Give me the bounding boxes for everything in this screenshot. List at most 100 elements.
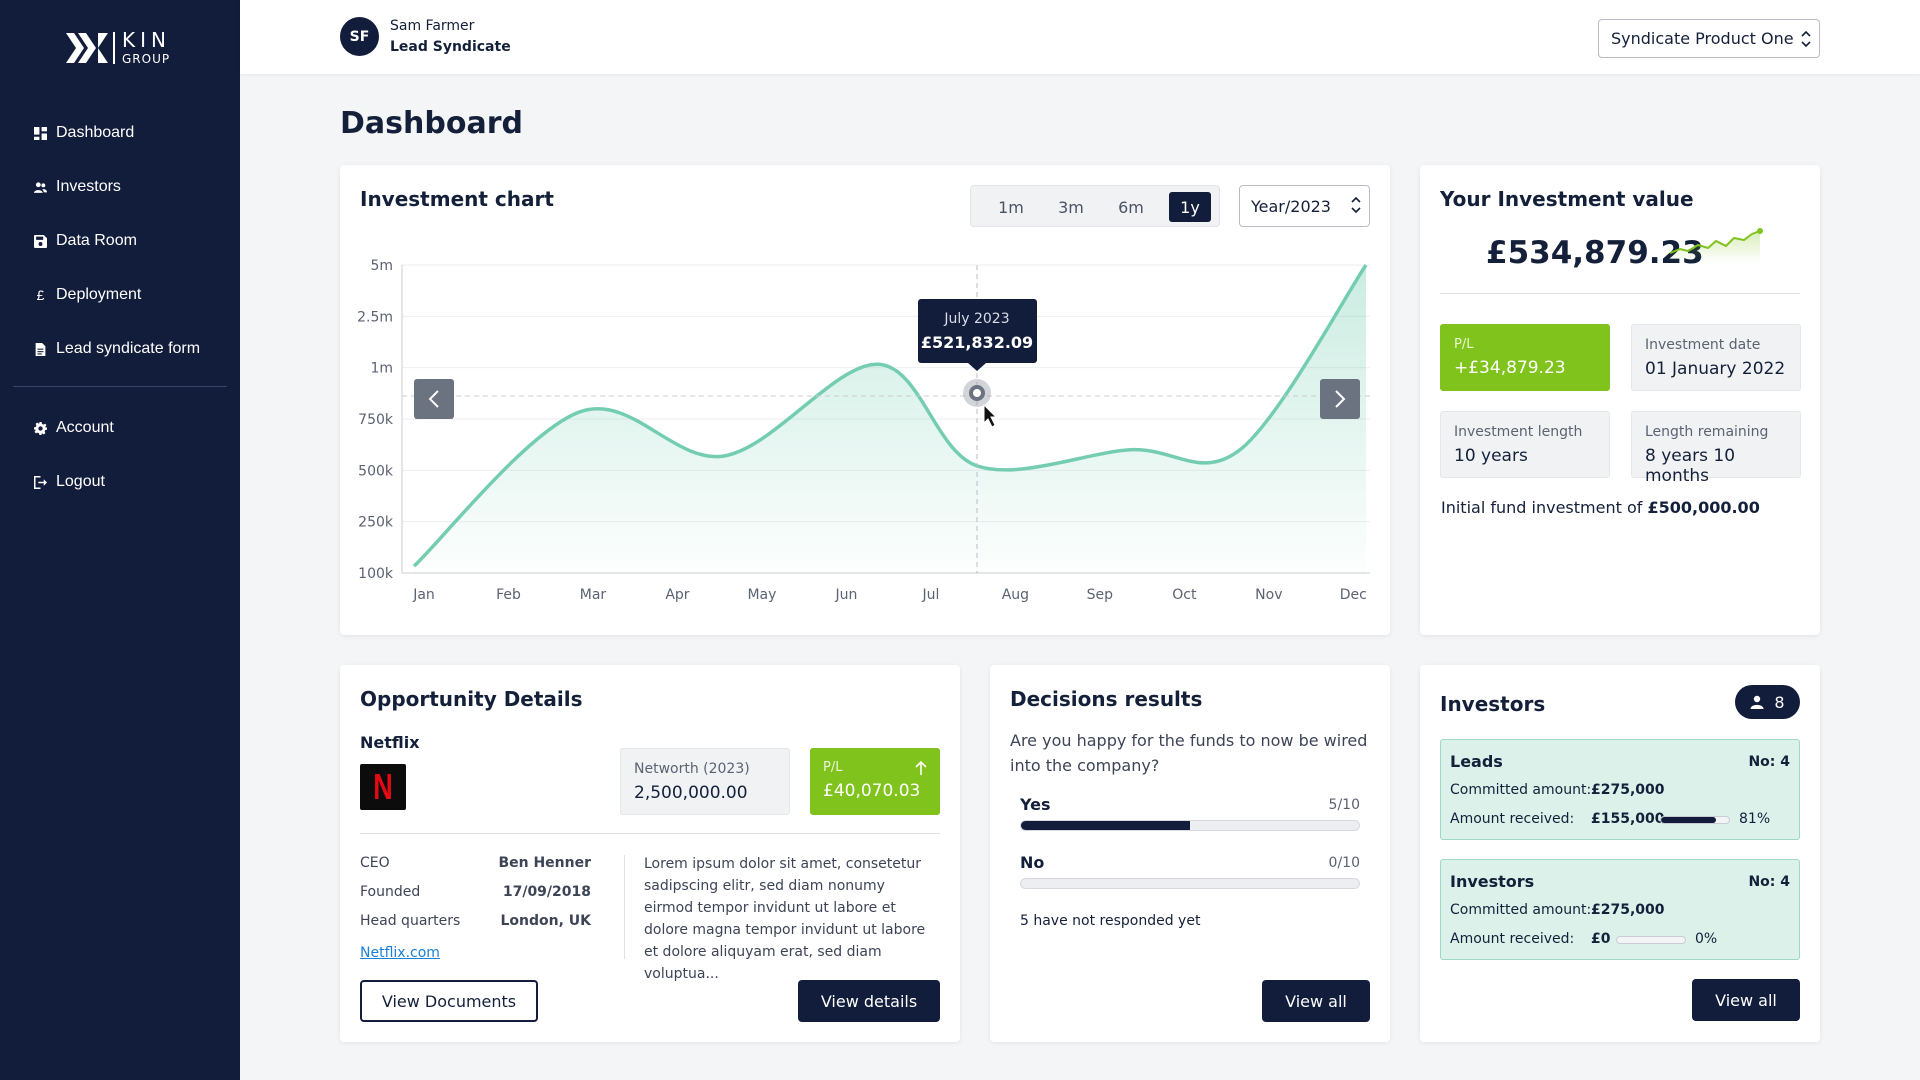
decision-question: Are you happy for the funds to now be wi… (1010, 731, 1368, 775)
vote-no-count: 0/10 (1328, 855, 1360, 871)
committed-amount: £275,000 (1591, 782, 1665, 798)
highlight-point[interactable] (963, 379, 991, 407)
sidebar-item-label: Account (56, 419, 114, 436)
sidebar-item-data-room[interactable]: Data Room (0, 214, 240, 268)
chevron-right-icon (1335, 390, 1346, 408)
avatar[interactable]: SF (340, 17, 379, 56)
range-1m-button[interactable]: 1m (998, 197, 1024, 217)
product-select-value: Syndicate Product One (1611, 29, 1794, 48)
x-tick-label: Nov (1255, 587, 1282, 603)
tooltip-label: July 2023 (943, 311, 1009, 327)
vote-yes-count: 5/10 (1328, 797, 1360, 813)
sidebar-item-logout[interactable]: Logout (0, 455, 240, 509)
page-title: Dashboard (340, 106, 523, 141)
vote-no-label: No (1020, 853, 1045, 872)
sidebar-item-account[interactable]: Account (0, 401, 240, 455)
x-tick-label: May (747, 587, 776, 603)
user-icon (1750, 695, 1764, 709)
founded-value: 17/09/2018 (502, 884, 591, 900)
group-name: Investors (1450, 872, 1535, 891)
user-role: Lead Syndicate (390, 39, 511, 55)
committed-label: Committed amount: (1450, 782, 1592, 798)
chart-next-button[interactable] (1320, 379, 1360, 419)
y-tick-label: 2.5m (357, 309, 393, 325)
leads-group[interactable]: Leads No: 4 Committed amount: £275,000 A… (1440, 739, 1800, 840)
website-link[interactable]: Netflix.com (360, 945, 440, 961)
investors-title: Investors (1440, 692, 1546, 716)
sparkline-icon (1669, 228, 1763, 263)
logout-icon (34, 475, 47, 489)
opportunity-pl-tile: P/L £40,070.03 (810, 748, 940, 815)
view-details-button[interactable]: View details (798, 980, 940, 1022)
committed-amount: £275,000 (1591, 902, 1665, 918)
received-amount: £0 (1591, 931, 1611, 947)
range-1y-button[interactable]: 1y (1169, 192, 1211, 222)
view-documents-button[interactable]: View Documents (360, 980, 538, 1022)
chart-prev-button[interactable] (414, 379, 454, 419)
ceo-label: CEO (360, 855, 390, 871)
committed-label: Committed amount: (1450, 902, 1592, 918)
investment-length-tile: Investment length 10 years (1440, 411, 1610, 478)
range-3m-button[interactable]: 3m (1058, 197, 1084, 217)
initial-fund-label: Initial fund investment of (1441, 498, 1648, 517)
sidebar-item-deployment[interactable]: £ Deployment (0, 268, 240, 322)
received-label: Amount received: (1450, 931, 1575, 947)
vote-yes-bar-fill (1021, 821, 1190, 830)
received-label: Amount received: (1450, 811, 1575, 827)
opportunity-divider (360, 833, 940, 834)
vote-yes-label: Yes (1020, 795, 1051, 814)
investment-value-title: Your Investment value (1440, 187, 1694, 211)
opportunity-card: Opportunity Details Netflix N Networth (… (340, 665, 960, 1042)
details-divider (624, 855, 625, 959)
x-tick-label: Feb (496, 587, 521, 603)
headquarters-value: London, UK (500, 913, 591, 929)
sidebar-item-label: Lead syndicate form (56, 340, 201, 357)
networth-value: 2,500,000.00 (634, 783, 748, 803)
company-name: Netflix (360, 733, 420, 752)
range-toggle-group: 1m 3m 6m 1y (970, 185, 1220, 227)
x-tick-label: Jun (834, 587, 857, 603)
kin-group-logo[interactable]: KIN GROUP (64, 30, 171, 65)
year-select[interactable]: Year/2023 (1239, 185, 1370, 227)
logo-group-text: GROUP (122, 52, 171, 66)
sidebar-item-lead-syndicate-form[interactable]: Lead syndicate form (0, 322, 240, 376)
save-icon (34, 234, 47, 248)
product-select[interactable]: Syndicate Product One (1598, 19, 1820, 58)
investment-chart-card: Investment chart 1m 3m 6m 1y Year/2023 1… (340, 165, 1390, 635)
range-6m-button[interactable]: 6m (1118, 197, 1144, 217)
x-tick-label: Oct (1172, 587, 1197, 603)
sidebar-item-label: Logout (56, 473, 105, 490)
investment-value-card: Your Investment value £534,879.23 P/L +£… (1420, 165, 1820, 635)
arrow-up-icon (915, 760, 927, 775)
group-count: No: 4 (1748, 874, 1790, 890)
investment-length-value: 10 years (1454, 446, 1528, 466)
dashboard-icon (34, 126, 47, 140)
decisions-view-all-button[interactable]: View all (1262, 980, 1370, 1022)
sidebar: KIN GROUP Dashboard Investors Data Room … (0, 0, 240, 1080)
sidebar-nav: Dashboard Investors Data Room £ Deployme… (0, 106, 240, 509)
sidebar-item-investors[interactable]: Investors (0, 160, 240, 214)
received-progress-bar (1616, 936, 1686, 944)
initial-fund-text: Initial fund investment of £500,000.00 (1441, 498, 1760, 517)
received-percent: 81% (1739, 811, 1771, 827)
investment-date-label: Investment date (1645, 337, 1761, 353)
vote-yes-bar (1020, 820, 1360, 831)
investors-group[interactable]: Investors No: 4 Committed amount: £275,0… (1440, 859, 1800, 960)
sidebar-item-dashboard[interactable]: Dashboard (0, 106, 240, 160)
tooltip-value: £521,832.09 (921, 333, 1033, 352)
decisions-card: Decisions results Are you happy for the … (990, 665, 1390, 1042)
y-tick-label: 500k (358, 463, 394, 479)
y-tick-label: 1m (370, 361, 393, 377)
gear-icon (34, 421, 47, 435)
decisions-title: Decisions results (1010, 687, 1203, 711)
group-count: No: 4 (1748, 754, 1790, 770)
investors-view-all-button[interactable]: View all (1692, 979, 1800, 1021)
initial-fund-value: £500,000.00 (1647, 498, 1760, 517)
opportunity-title: Opportunity Details (360, 687, 583, 711)
y-tick-label: 750k (358, 412, 394, 428)
investor-count-badge: 8 (1735, 685, 1800, 719)
sidebar-item-label: Dashboard (56, 124, 135, 141)
networth-tile: Networth (2023) 2,500,000.00 (620, 748, 790, 815)
investors-card: Investors 8 Leads No: 4 Committed amount… (1420, 665, 1820, 1042)
received-progress-fill (1661, 817, 1717, 823)
